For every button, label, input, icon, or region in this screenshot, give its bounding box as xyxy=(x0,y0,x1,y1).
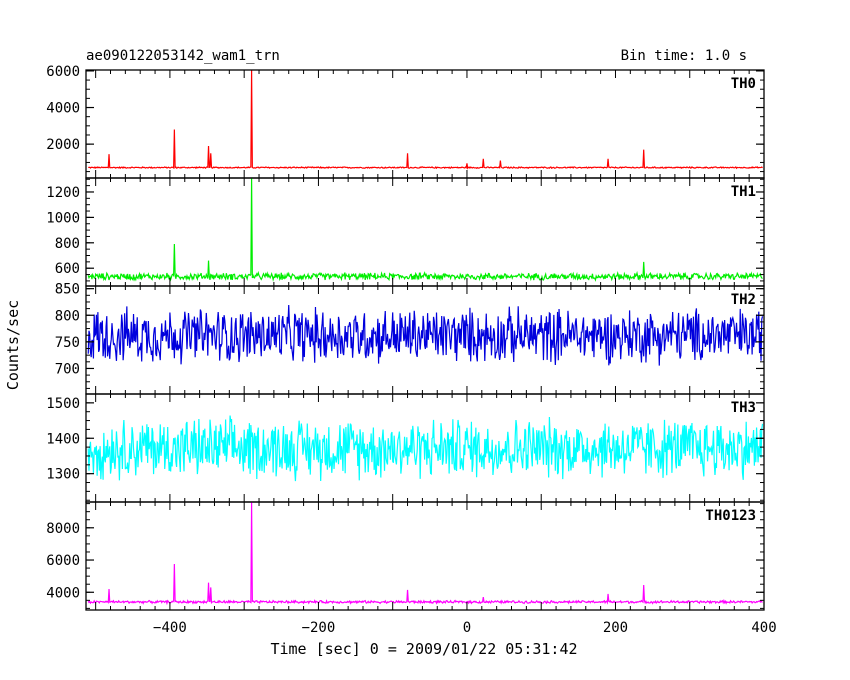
panel-frame xyxy=(85,177,765,287)
series-line-th1 xyxy=(87,178,763,282)
y-tick-label: 750 xyxy=(55,335,80,351)
x-tick-label: 0 xyxy=(463,620,471,636)
y-tick-label: 8000 xyxy=(46,521,80,537)
y-tick-label: 700 xyxy=(55,361,80,377)
chart-title: ae090122053142_wam1_trn xyxy=(86,48,280,64)
series-line-th3 xyxy=(87,415,764,482)
x-tick-label: −400 xyxy=(153,620,187,636)
series-line-th2 xyxy=(87,304,764,366)
bin-time-label: Bin time: 1.0 s xyxy=(621,48,747,64)
x-axis-title: Time [sec] 0 = 2009/01/22 05:31:42 xyxy=(270,640,577,658)
x-tick-label: −200 xyxy=(302,620,336,636)
panel-frame xyxy=(85,501,765,611)
y-tick-label: 800 xyxy=(55,308,80,324)
panel-label-th0: TH0 xyxy=(731,76,756,92)
y-tick-label: 4000 xyxy=(46,101,80,117)
panel-label-th0123: TH0123 xyxy=(705,508,756,524)
y-tick-label: 600 xyxy=(55,261,80,277)
y-tick-label: 6000 xyxy=(46,553,80,569)
x-axis: −400 −200 0 200 400 xyxy=(153,620,777,636)
panels-layer: 2000 4000 6000 TH0 600 800 1000 1200 TH1 700 750 80… xyxy=(46,64,765,611)
y-tick-label: 1400 xyxy=(46,431,80,447)
panel-label-th2: TH2 xyxy=(731,292,756,308)
panel-label-th3: TH3 xyxy=(731,400,756,416)
y-tick-label: 6000 xyxy=(46,64,80,80)
y-tick-label: 850 xyxy=(55,282,80,298)
series-line-th0 xyxy=(88,70,763,170)
y-axis-title: Counts/sec xyxy=(4,300,22,390)
y-tick-label: 800 xyxy=(55,236,80,252)
panel-th2: 700 750 800 850 TH2 xyxy=(55,282,765,395)
y-tick-label: 2000 xyxy=(46,137,80,153)
y-tick-label: 1000 xyxy=(46,210,80,226)
x-tick-label: 200 xyxy=(603,620,628,636)
series-line-th0123 xyxy=(87,502,763,606)
panel-th0123: 4000 6000 8000 TH0123 xyxy=(46,501,765,611)
x-tick-label: 400 xyxy=(751,620,776,636)
y-tick-label: 4000 xyxy=(46,585,80,601)
panel-frame xyxy=(85,69,765,179)
y-tick-label: 1300 xyxy=(46,467,80,483)
y-tick-label: 1200 xyxy=(46,185,80,201)
panel-th0: 2000 4000 6000 TH0 xyxy=(46,64,765,179)
panel-th1: 600 800 1000 1200 TH1 xyxy=(46,177,765,287)
y-tick-label: 1500 xyxy=(46,396,80,412)
panel-th3: 1300 1400 1500 TH3 xyxy=(46,393,765,503)
panel-label-th1: TH1 xyxy=(731,184,756,200)
